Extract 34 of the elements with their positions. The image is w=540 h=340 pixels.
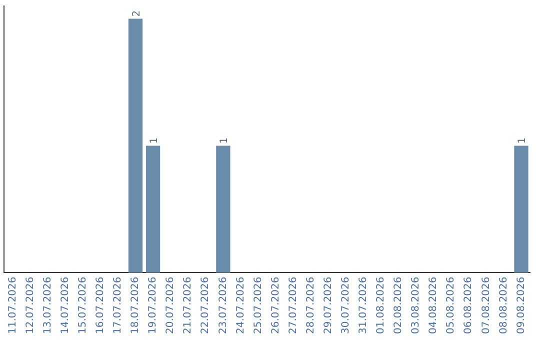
x-tick-label: 23.07.2026 [218, 276, 229, 334]
x-tick-label: 27.07.2026 [288, 276, 299, 334]
x-tick-label: 14.07.2026 [60, 276, 71, 334]
x-tick-label: 24.07.2026 [235, 276, 246, 334]
x-tick-label: 19.07.2026 [148, 276, 159, 334]
x-tick-label: 16.07.2026 [95, 276, 106, 334]
x-tick-label: 04.08.2026 [428, 276, 440, 334]
data-label: 1 [149, 137, 160, 144]
x-tick-label: 30.07.2026 [340, 276, 352, 334]
x-tick-label: 25.07.2026 [252, 276, 264, 334]
x-tick-label: 02.08.2026 [393, 276, 404, 334]
x-tick-label: 15.07.2026 [77, 276, 88, 334]
x-tick-label: 21.07.2026 [182, 276, 194, 334]
x-tick-label: 31.07.2026 [358, 276, 370, 334]
x-tick-label: 03.08.2026 [410, 276, 422, 334]
x-tick-label: 12.07.2026 [24, 276, 36, 334]
x-tick-label: 07.08.2026 [480, 276, 492, 334]
x-tick-label: 22.07.2026 [200, 276, 212, 334]
x-tick-label: 29.07.2026 [322, 276, 334, 334]
x-tick-label: 06.08.2026 [463, 276, 474, 334]
x-tick-label: 18.07.2026 [130, 276, 142, 334]
x-tick-label: 05.08.2026 [446, 276, 457, 334]
x-tick-label: 17.07.2026 [112, 276, 124, 334]
x-tick-label: 13.07.2026 [42, 276, 54, 334]
x-tick-label: 09.08.2026 [516, 276, 527, 334]
x-tick-label: 08.08.2026 [498, 276, 510, 334]
x-tick-label: 01.08.2026 [376, 276, 387, 334]
data-label: 1 [517, 137, 528, 144]
x-tick-label: 26.07.2026 [270, 276, 282, 334]
data-label: 2 [132, 10, 142, 17]
x-tick-label: 11.07.2026 [7, 276, 18, 334]
x-tick-label: 28.07.2026 [305, 276, 316, 334]
x-tick-label: 20.07.2026 [165, 276, 176, 334]
data-label: 1 [219, 137, 230, 144]
